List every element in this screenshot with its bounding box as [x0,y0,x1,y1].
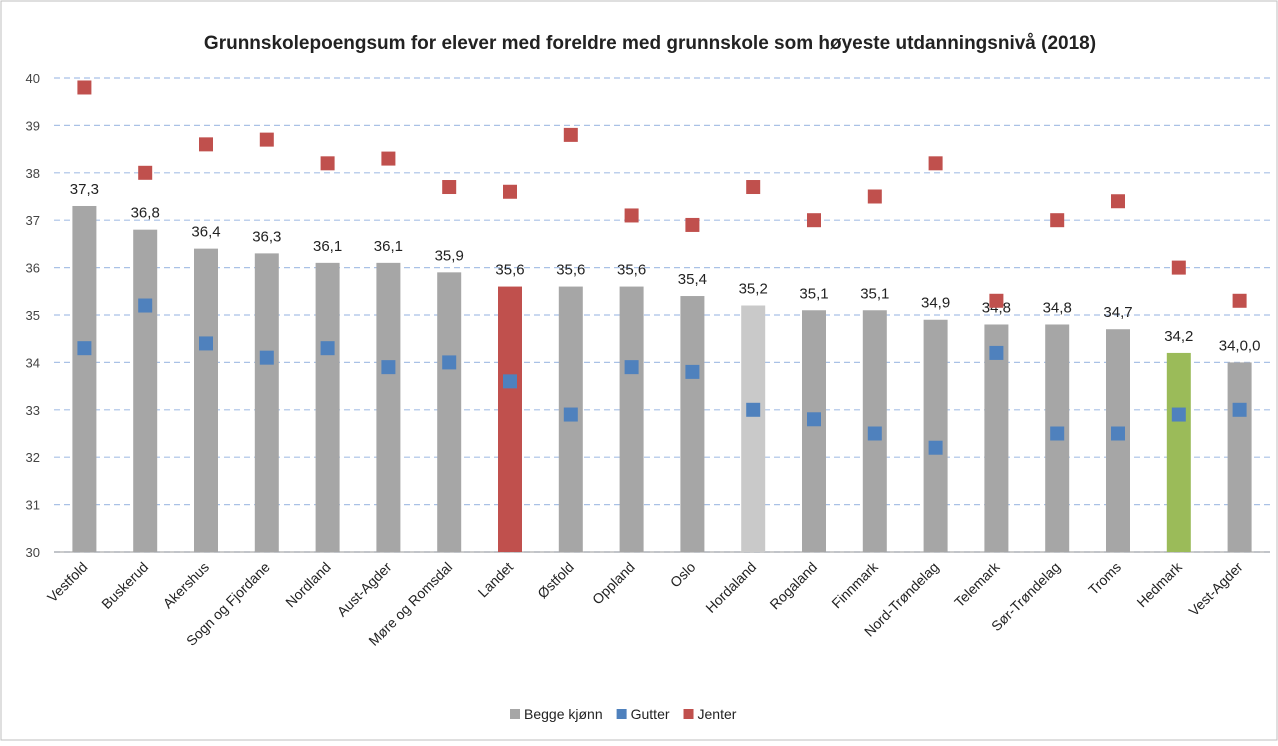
bar [498,286,522,552]
y-tick-label: 30 [26,545,40,560]
marker [928,440,943,455]
bar [802,310,826,552]
marker [381,151,396,166]
data-label: 34,8 [1043,299,1072,316]
bar [741,305,766,552]
marker [685,217,700,232]
bar [1166,352,1191,552]
data-label: 34,9 [921,295,950,312]
marker [563,127,578,142]
data-label: 36,4 [191,224,220,241]
marker [928,156,943,171]
y-tick-label: 36 [26,261,40,276]
bar [619,286,644,552]
marker [442,355,457,370]
marker [320,156,335,171]
data-label: 35,6 [617,262,646,279]
data-label: 35,1 [799,285,828,302]
data-label: 34,7 [1103,304,1132,321]
marker [1050,426,1065,441]
data-label: 37,3 [70,181,99,198]
bar [1227,362,1252,552]
marker [746,180,761,195]
data-label: 35,6 [495,262,524,279]
bar [680,296,705,552]
bar [923,319,948,552]
marker [746,402,761,417]
data-label: 34,0,0 [1219,337,1261,354]
marker [989,345,1004,360]
y-tick-label: 39 [26,118,40,133]
marker [1232,402,1247,417]
bar [133,229,158,552]
marker [442,180,457,195]
marker [199,137,213,152]
legend-swatch [616,709,627,719]
marker [381,360,396,375]
bar [984,324,1009,552]
marker [138,298,153,313]
marker [1171,407,1186,422]
legend-label: Begge kjønn [524,706,603,722]
marker [320,341,335,356]
marker [1111,426,1125,441]
marker [1171,260,1186,275]
marker [685,364,700,379]
data-label: 35,6 [556,262,585,279]
data-label: 36,1 [374,238,403,255]
marker [138,165,153,180]
marker [624,360,639,375]
bar [315,262,340,552]
y-tick-label: 35 [26,308,40,323]
marker [259,132,274,147]
marker [1050,213,1065,228]
marker [989,293,1004,308]
legend-swatch [510,709,520,719]
bar [254,253,279,552]
marker [77,341,92,356]
data-label: 35,4 [678,271,707,288]
data-label: 35,1 [860,285,889,302]
y-tick-label: 31 [26,498,40,513]
bar [376,262,401,552]
marker [563,407,578,422]
chart-title: Grunnskolepoengsum for elever med foreld… [204,33,1096,54]
marker [1232,293,1247,308]
y-tick-label: 34 [26,355,40,370]
legend-swatch [683,709,694,719]
data-label: 35,9 [435,247,464,264]
legend-label: Jenter [698,706,737,722]
marker [1111,194,1125,209]
y-tick-label: 37 [26,213,40,228]
marker [624,208,639,223]
bar [437,272,462,552]
marker [77,80,92,95]
marker [503,184,517,199]
marker [199,336,213,351]
data-label: 36,1 [313,238,342,255]
marker [259,350,274,365]
bar [194,248,218,552]
marker [867,189,882,204]
y-tick-label: 32 [26,450,40,465]
y-tick-label: 33 [26,403,40,418]
bar [1106,329,1130,552]
data-label: 34,2 [1164,328,1193,345]
marker [807,213,821,228]
data-label: 36,3 [252,228,281,245]
y-tick-label: 40 [26,71,40,86]
data-label: 34,8 [982,299,1011,316]
marker [807,412,821,427]
marker [503,374,517,389]
legend-label: Gutter [631,706,670,722]
y-tick-label: 38 [26,166,40,181]
data-label: 35,2 [739,281,768,298]
marker [867,426,882,441]
bar [72,205,97,553]
data-label: 36,8 [131,205,160,222]
